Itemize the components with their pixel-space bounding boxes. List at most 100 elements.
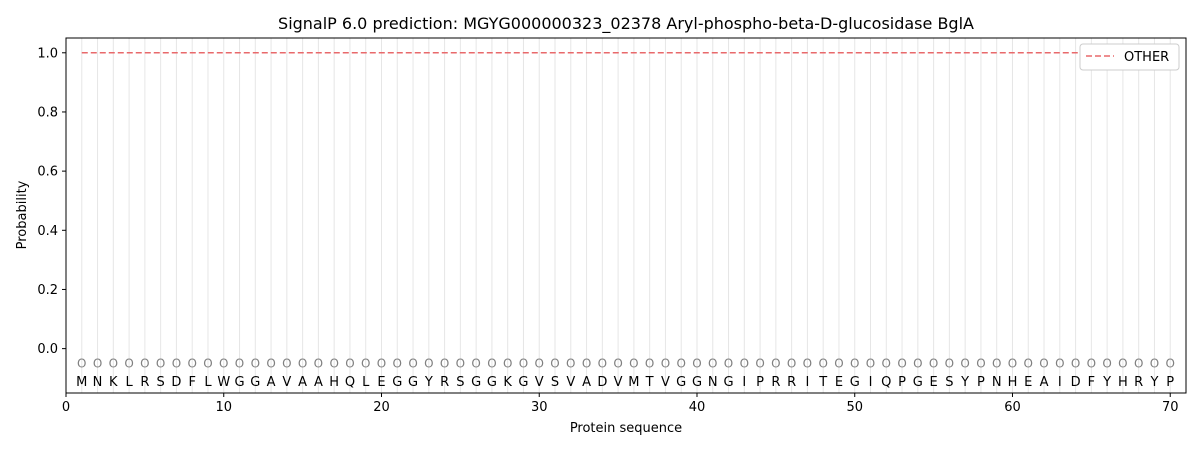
region-mark: O: [929, 356, 938, 370]
sequence-letter: V: [282, 375, 291, 390]
sequence-letter: V: [614, 375, 623, 390]
sequence-letter: T: [645, 375, 654, 390]
region-mark: O: [440, 356, 449, 370]
sequence-letter: P: [977, 375, 985, 390]
region-mark: O: [1008, 356, 1017, 370]
region-mark: O: [661, 356, 670, 370]
region-mark: O: [219, 356, 228, 370]
region-mark: O: [266, 356, 275, 370]
region-mark: O: [1039, 356, 1048, 370]
sequence-letter: R: [771, 375, 780, 390]
region-mark: O: [1087, 356, 1096, 370]
region-mark: O: [740, 356, 749, 370]
sequence-letter: A: [1040, 375, 1049, 390]
sequence-letter: G: [692, 375, 702, 390]
sequence-letter: S: [551, 375, 559, 390]
y-tick-label: 0.4: [37, 224, 58, 239]
x-tick-label: 20: [373, 400, 390, 415]
sequence-letter: G: [913, 375, 923, 390]
x-tick-label: 50: [846, 400, 863, 415]
x-axis-label: Protein sequence: [570, 421, 682, 436]
region-mark: O: [1150, 356, 1159, 370]
region-mark: O: [613, 356, 622, 370]
sequence-letter: N: [992, 375, 1002, 390]
sequence-letter: E: [1024, 375, 1032, 390]
region-mark: O: [471, 356, 480, 370]
x-tick-label: 0: [62, 400, 70, 415]
region-mark: O: [109, 356, 118, 370]
sequence-letter: E: [835, 375, 843, 390]
region-mark: O: [203, 356, 212, 370]
sequence-letter: I: [869, 375, 873, 390]
x-tick-label: 70: [1162, 400, 1179, 415]
region-mark: O: [645, 356, 654, 370]
sequence-letter: G: [850, 375, 860, 390]
sequence-letter: G: [487, 375, 497, 390]
sequence-letter: R: [440, 375, 449, 390]
region-mark: O: [724, 356, 733, 370]
region-mark: O: [329, 356, 338, 370]
region-mark: O: [361, 356, 370, 370]
sequence-letter: H: [329, 375, 339, 390]
region-mark: O: [408, 356, 417, 370]
legend-box: [1079, 43, 1180, 71]
sequence-letter: V: [566, 375, 575, 390]
sequence-letter: A: [298, 375, 307, 390]
region-mark: O: [456, 356, 465, 370]
sequence-letter: S: [945, 375, 953, 390]
sequence-letter: Y: [960, 375, 969, 390]
sequence-letter: P: [898, 375, 906, 390]
sequence-letter: T: [818, 375, 827, 390]
legend-label-other: OTHER: [1124, 50, 1169, 65]
sequence-letter: S: [157, 375, 165, 390]
y-tick-label: 0.6: [37, 165, 58, 180]
sequence-letter: M: [76, 375, 87, 390]
sequence-letter: Y: [1149, 375, 1158, 390]
x-tick-label: 10: [215, 400, 232, 415]
sequence-letter: G: [392, 375, 402, 390]
sequence-letter: Q: [345, 375, 355, 390]
region-mark: O: [834, 356, 843, 370]
region-mark: O: [235, 356, 244, 370]
region-mark: O: [976, 356, 985, 370]
sequence-letter: P: [756, 375, 764, 390]
region-mark: O: [93, 356, 102, 370]
sequence-letter: D: [171, 375, 181, 390]
sequence-letter: F: [1088, 375, 1095, 390]
sequence-letter: Y: [1102, 375, 1111, 390]
region-mark: O: [787, 356, 796, 370]
sequence-letter: L: [125, 375, 133, 390]
sequence-letter: R: [140, 375, 149, 390]
region-mark: O: [629, 356, 638, 370]
sequence-letter: R: [787, 375, 796, 390]
region-mark: O: [818, 356, 827, 370]
sequence-letter: L: [362, 375, 370, 390]
y-tick-label: 1.0: [37, 46, 58, 61]
sequence-letter: E: [929, 375, 937, 390]
region-mark: O: [676, 356, 685, 370]
region-mark: O: [882, 356, 891, 370]
region-mark: O: [298, 356, 307, 370]
sequence-letter: G: [676, 375, 686, 390]
region-mark: O: [771, 356, 780, 370]
y-tick-label: 0.0: [37, 342, 58, 357]
sequence-letter: P: [1166, 375, 1174, 390]
region-mark: O: [550, 356, 559, 370]
sequence-letter: V: [661, 375, 670, 390]
sequence-letter: I: [1058, 375, 1062, 390]
sequence-letter: Y: [424, 375, 433, 390]
sequence-letter: I: [805, 375, 809, 390]
region-mark: O: [992, 356, 1001, 370]
x-tick-label: 40: [689, 400, 706, 415]
sequence-letter: G: [408, 375, 418, 390]
sequence-letter: D: [597, 375, 607, 390]
region-mark: O: [566, 356, 575, 370]
region-mark: O: [535, 356, 544, 370]
region-mark: O: [156, 356, 165, 370]
region-mark: O: [1055, 356, 1064, 370]
sequence-letter: L: [204, 375, 212, 390]
region-mark: O: [345, 356, 354, 370]
sequence-letter: I: [742, 375, 746, 390]
marks-layer: OMONOKOLOROSODOFOLOWOGOGOAOVOAOAOHOQOLOE…: [76, 356, 1175, 390]
y-axis-label: Probability: [15, 180, 30, 249]
